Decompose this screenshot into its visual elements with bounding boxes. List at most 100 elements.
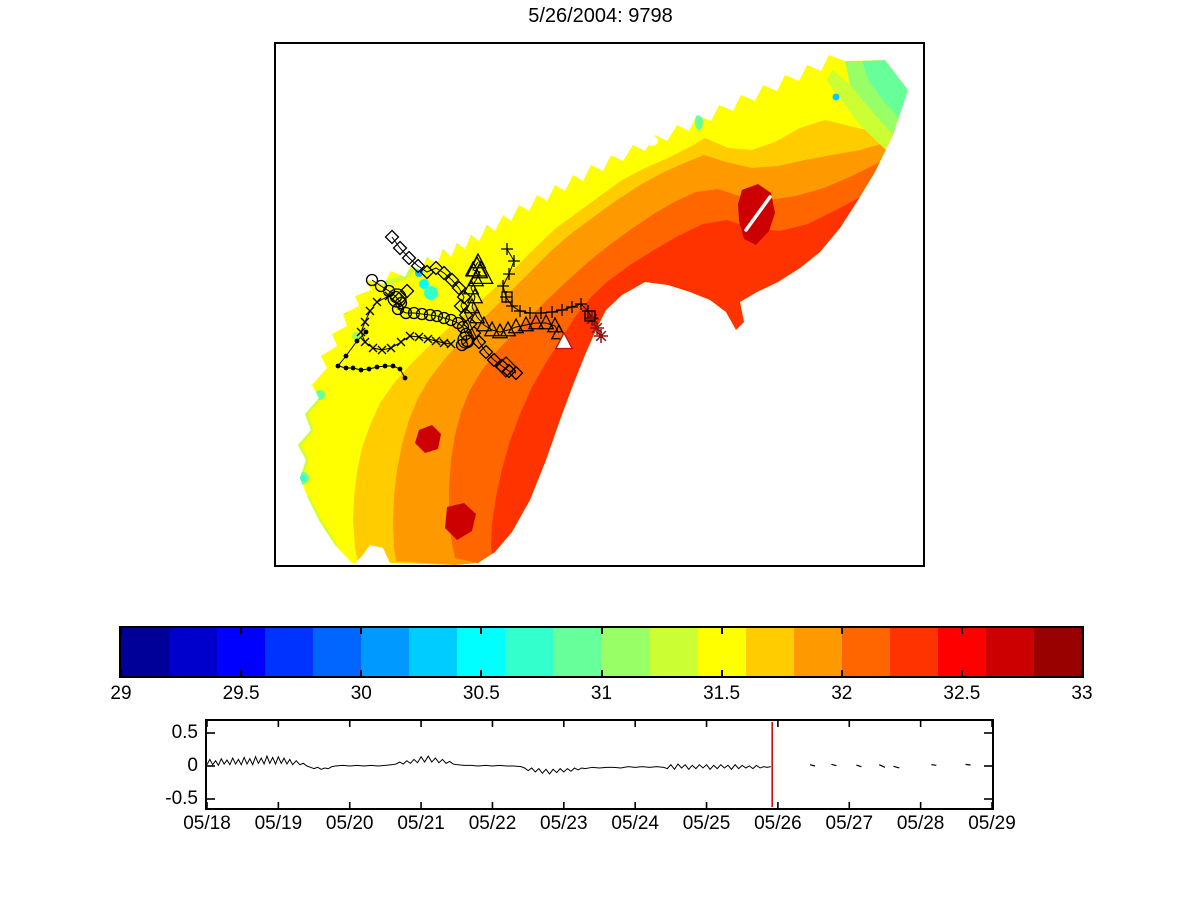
triangle-marker: [550, 323, 568, 340]
timeseries-sparse-segment: [878, 764, 886, 768]
circle-marker: [391, 302, 405, 316]
x-marker: [365, 306, 375, 316]
timeseries-x-label: 05/23: [540, 813, 588, 834]
colorbar-band-14: [793, 628, 842, 676]
circle-marker: [455, 338, 469, 352]
drifter-track-triangles-line: [470, 261, 560, 334]
timeseries-x-label: 05/19: [254, 813, 303, 834]
map-band-green-ne-stripe-3: [826, 70, 893, 150]
colorbar-tick: [720, 670, 723, 676]
circle-marker: [365, 273, 379, 287]
circle-marker: [394, 296, 408, 310]
map-accent-spot: [695, 114, 703, 130]
timeseries-y-label: 0.5: [171, 722, 198, 743]
map-accent-spot: [424, 286, 438, 300]
triangle-marker: [463, 297, 481, 314]
colorbar-tick: [600, 670, 603, 676]
map-axes: [274, 42, 925, 567]
contour-map: [298, 55, 908, 565]
colorbar-tick: [120, 670, 122, 676]
x-marker: [414, 332, 424, 342]
triangle-marker: [527, 313, 545, 330]
timeseries-sparse-segment: [893, 765, 900, 769]
colorbar-tick: [960, 670, 963, 676]
map-accent-spot: [419, 279, 429, 289]
triangle-marker: [475, 315, 493, 332]
triangle-marker: [466, 255, 488, 277]
colorbar-band-13: [745, 628, 794, 676]
plus-marker: [503, 268, 515, 280]
x-marker: [423, 334, 433, 344]
circle-marker: [423, 308, 437, 322]
map-island: [646, 136, 658, 146]
plus-marker: [501, 243, 513, 255]
triangle-marker: [468, 307, 486, 324]
circle-marker: [430, 309, 444, 323]
diamond-marker: [486, 352, 502, 368]
diamond-marker: [391, 291, 407, 307]
map-band-green-ne-stripe-2: [845, 61, 899, 135]
asterisk-marker: [585, 312, 599, 326]
map-band-dark-red-mid: [415, 425, 441, 453]
colorbar-tick-label: 30: [350, 683, 372, 704]
asterisk-marker: [590, 321, 604, 335]
timeseries-x-label: 05/20: [325, 813, 374, 834]
x-marker: [446, 339, 456, 349]
triangle-marker: [462, 278, 480, 295]
colorbar: [119, 626, 1084, 678]
triangle-marker: [537, 313, 555, 330]
map-band-band-red: [491, 196, 862, 559]
dot-marker: [343, 353, 349, 359]
circle-marker: [457, 331, 475, 349]
colorbar-band-9: [553, 628, 602, 676]
colorbar-tick-label: 29: [110, 683, 132, 704]
map-accent-line: [306, 496, 337, 547]
plus-marker: [497, 280, 509, 292]
timeseries-sparse-segment: [856, 764, 862, 768]
colorbar-band-17: [937, 628, 986, 676]
dot-marker: [358, 367, 364, 373]
map-island: [629, 115, 639, 129]
colorbar-band-19: [1033, 628, 1082, 676]
colorbar-tick: [720, 628, 723, 634]
dot-marker: [335, 363, 341, 369]
diamond-marker: [453, 298, 469, 314]
diamond-marker: [401, 250, 417, 266]
colorbar-tick-label: 32: [831, 683, 853, 704]
triangle-marker: [468, 259, 494, 285]
x-marker: [360, 337, 370, 347]
colorbar-band-10: [601, 628, 650, 676]
map-accent-spot: [300, 475, 306, 481]
timeseries-axes: [205, 719, 994, 810]
timeseries-plot: [207, 721, 992, 808]
x-marker: [405, 331, 415, 341]
colorbar-tick: [600, 628, 603, 634]
diamond-marker: [444, 272, 460, 288]
colorbar-tick-label: 31.5: [703, 683, 741, 704]
x-marker: [396, 337, 406, 347]
map-accent-spot: [341, 306, 349, 314]
timeseries-x-label: 05/29: [968, 813, 1016, 834]
timeseries-y-label: 0: [187, 755, 198, 776]
drifter-track-triangles: [462, 252, 568, 340]
dot-marker: [382, 363, 388, 369]
timeseries-x-label: 05/22: [468, 813, 517, 834]
colorbar-band-2: [217, 628, 266, 676]
timeseries-x-label: 05/28: [896, 813, 945, 834]
colorbar-band-8: [505, 628, 554, 676]
timeseries-x-label: 05/26: [754, 813, 802, 834]
diamond-marker: [399, 283, 415, 299]
colorbar-tick: [360, 670, 363, 676]
colorbar-tick: [360, 628, 363, 634]
plus-marker: [524, 307, 536, 319]
map-band-layers: [298, 60, 908, 565]
plus-marker: [575, 298, 587, 310]
diamond-marker: [428, 260, 444, 276]
map-accent-line: [744, 195, 772, 232]
colorbar-tick-label: 33: [1071, 683, 1093, 704]
timeseries-x-label: 05/21: [397, 813, 445, 834]
square-marker: [584, 310, 596, 322]
timeseries-x-label: 05/25: [682, 813, 731, 834]
colorbar-band-11: [649, 628, 698, 676]
dot-marker: [354, 338, 360, 344]
